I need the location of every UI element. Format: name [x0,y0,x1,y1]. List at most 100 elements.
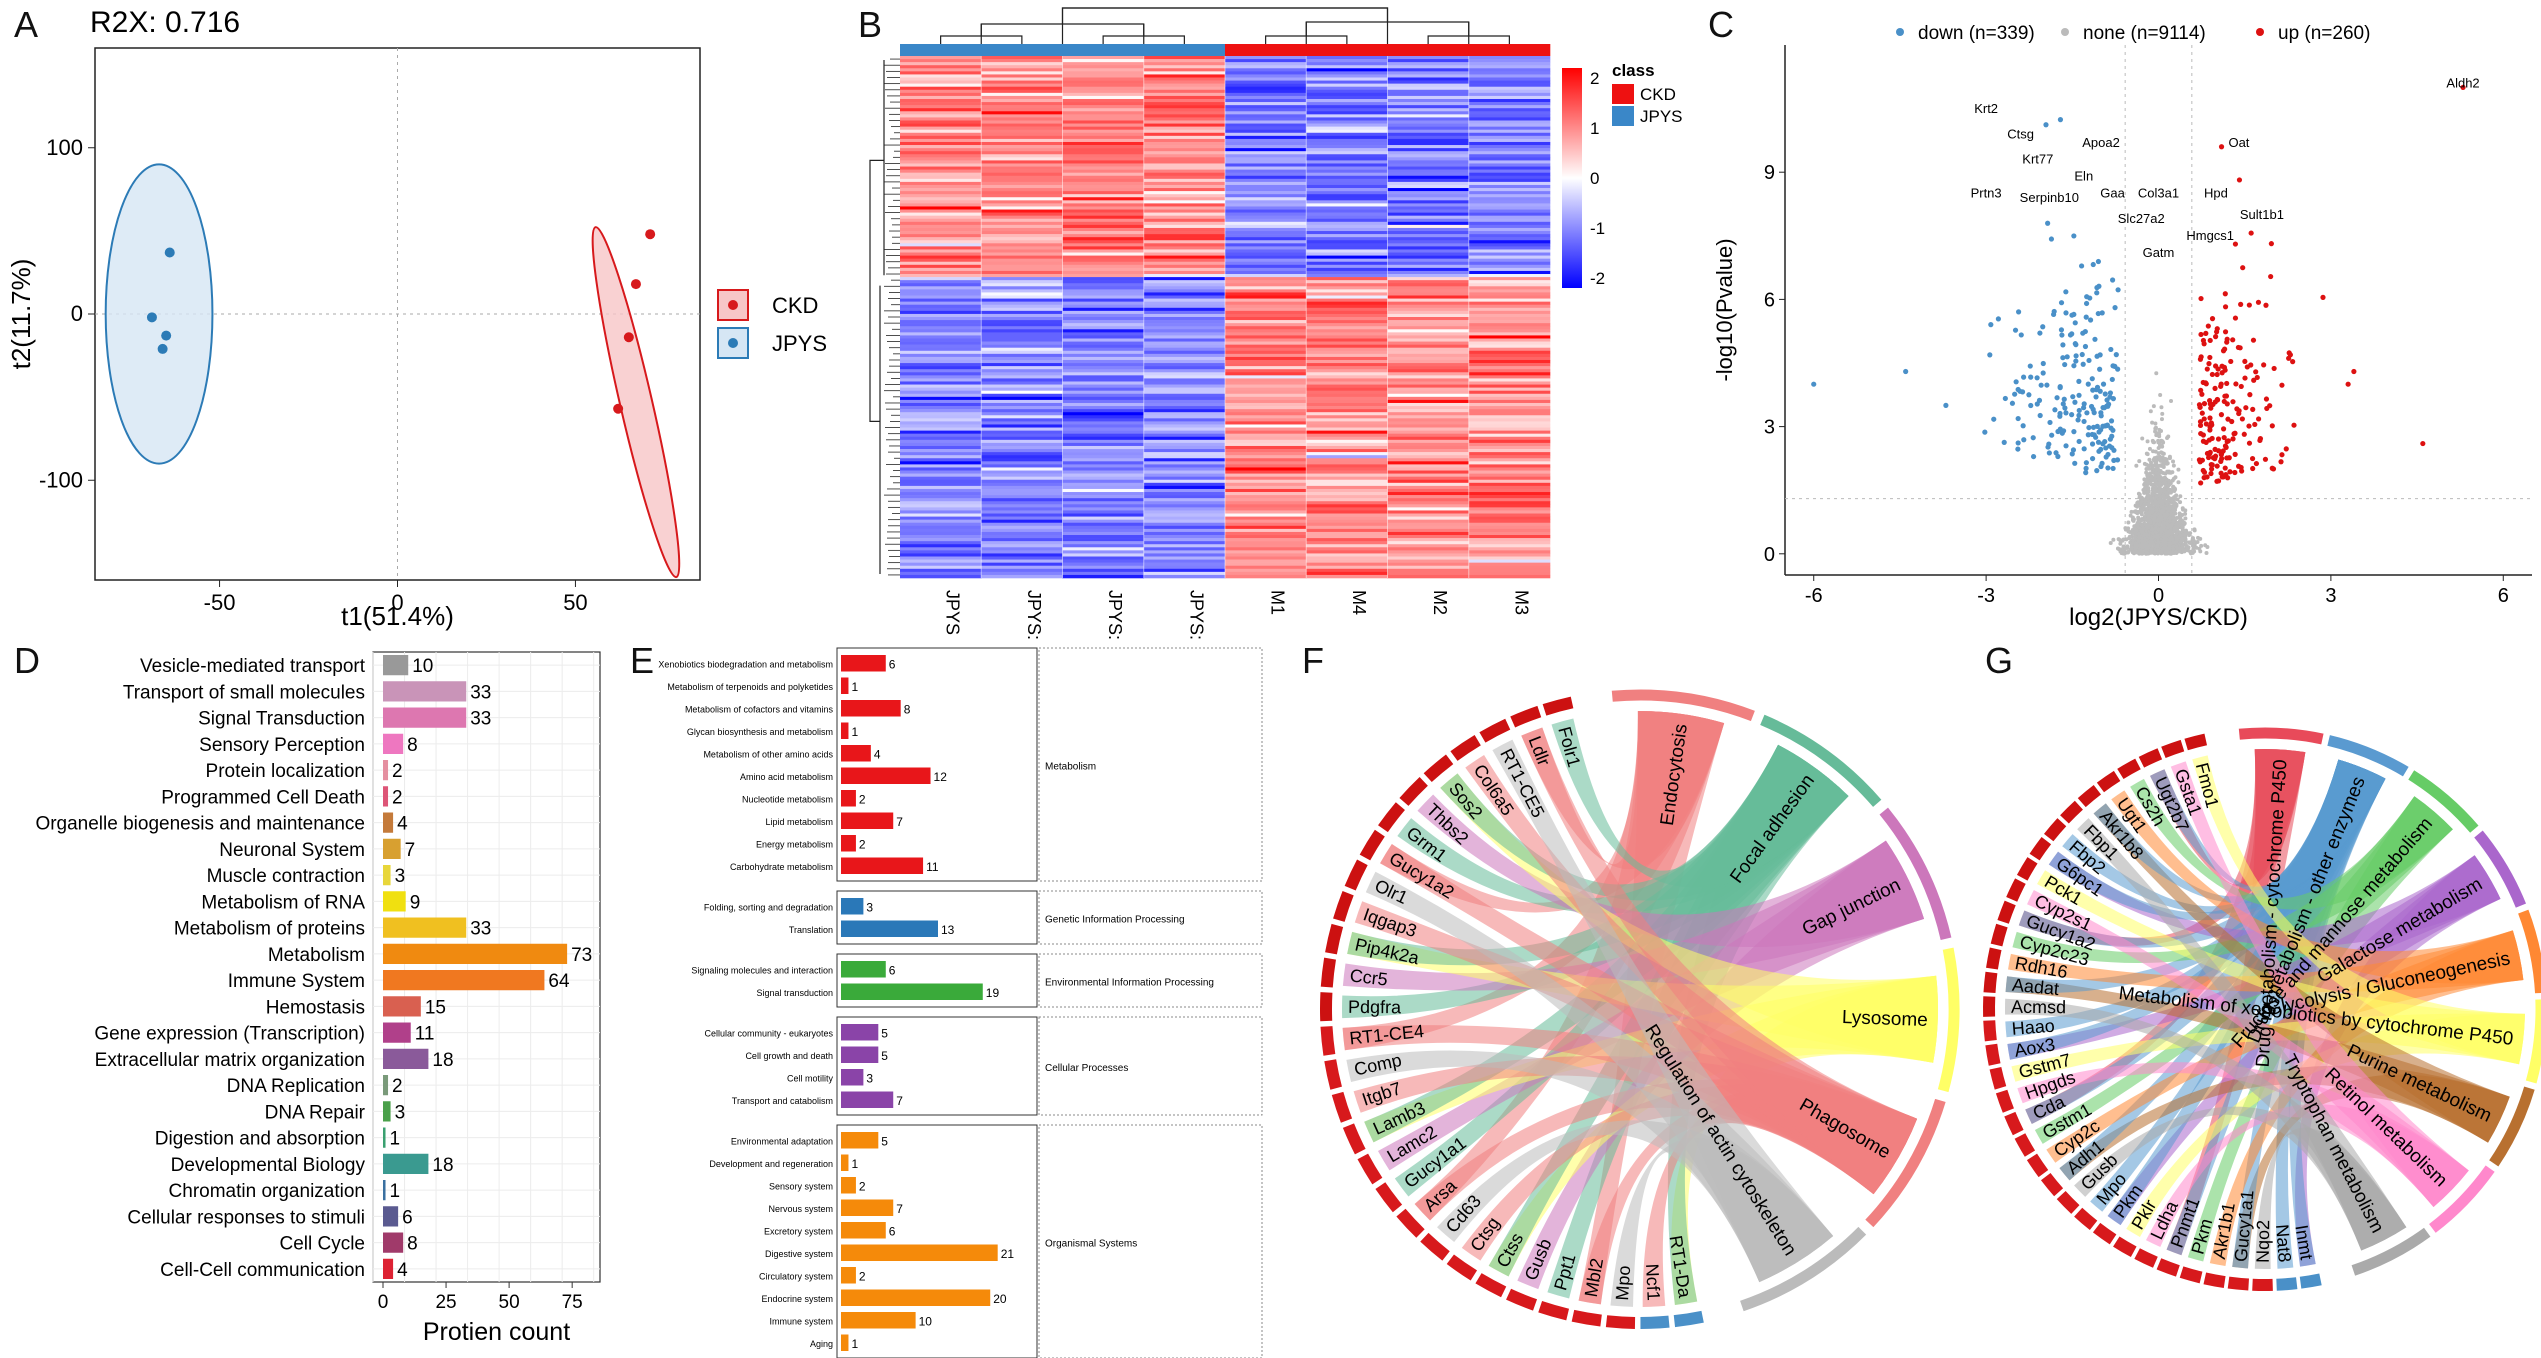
F-gene-arc [1396,1208,1425,1238]
bar-e-bar [841,920,938,937]
heatmap-cell [900,393,982,398]
volcano-point-down [2081,446,2087,452]
volcano-point-none [2170,470,2175,475]
heatmap-cell [1306,132,1388,137]
heatmap-cell [1387,105,1470,109]
heatmap-cell [900,378,982,382]
heatmap-cell [1387,482,1470,487]
volcano-point-down [2076,438,2082,445]
bar-e-value: 10 [919,1314,933,1328]
heatmap-cell [1143,562,1226,567]
pca-legend-key [717,289,749,321]
heatmap-cell [900,409,982,413]
heatmap-cell [1062,427,1145,431]
heatmap-class-bar [1468,44,1551,56]
volcano-point-none [2131,538,2136,543]
heatmap-cell [1225,120,1307,124]
heatmap-cell [1062,538,1145,542]
heatmap-cell [900,188,982,192]
heatmap-cell [1387,129,1470,134]
heatmap-cell [1143,516,1226,520]
heatmap-cell [1306,353,1388,358]
pca-ellipse-ckd [591,226,681,579]
G-ribbon [2150,749,2306,887]
heatmap-cell [981,455,1063,459]
heatmap-cell [1306,320,1388,324]
heatmap-cell [1468,378,1551,382]
heatmap-cell [1387,175,1470,180]
heatmap-cell [1306,313,1388,318]
heatmap-cell [981,424,1063,428]
heatmap-cell [1062,492,1145,496]
heatmap-cell [1468,562,1551,567]
heatmap-cell [1225,436,1307,441]
heatmap-cell [981,289,1063,293]
volcano-point-up [2233,381,2239,387]
heatmap-cell [981,264,1063,269]
volcano-point-none [2159,510,2164,515]
heatmap-cell [1387,350,1470,355]
G-gene-arc [1989,1066,2007,1090]
heatmap-cell [1143,485,1226,490]
panel-label-a: A [14,4,39,45]
heatmap-cell [900,332,982,336]
volcano-point-up [2222,465,2228,471]
heatmap-cell [1468,449,1551,453]
volcano-point-down [2030,435,2036,441]
heatmap-cell [1225,458,1307,462]
heatmap-cell [1387,378,1470,382]
heatmap-cell [1062,200,1145,204]
heatmap-cell [900,301,982,306]
heatmap-cell [1306,449,1388,453]
heatmap-cell [1143,461,1226,465]
heatmap-cell [900,224,982,229]
heatmap-cell [981,163,1063,167]
volcano-point-down [2058,300,2065,306]
volcano-point-up [2207,354,2213,361]
volcano-point-up [2229,418,2235,425]
heatmap-cell [1225,92,1307,97]
heatmap-cell [900,283,982,287]
volcano-gene-label: Gaa [2100,186,2125,201]
heatmap-cell [1143,317,1226,321]
heatmap-cell [1143,114,1226,118]
heatmap-cell [1143,409,1226,413]
volcano-point-none [2165,435,2170,440]
heatmap-cell [1468,479,1551,484]
volcano-point-down [2081,401,2087,407]
volcano-point-none [2153,502,2158,507]
bar-e-group-frame [836,890,1038,945]
heatmap-cell [1468,154,1551,158]
volcano-point-down [2012,391,2018,397]
heatmap-cell [1143,430,1226,434]
heatmap-cell [1225,495,1307,499]
heatmap-cell [1468,117,1551,121]
heatmap-cell [981,347,1063,352]
volcano-point-none [2138,508,2143,513]
heatmap-cell [1062,80,1145,84]
heatmap-cell [1468,470,1551,474]
heatmap-cell [1225,559,1307,563]
heatmap-cell [1143,396,1226,401]
heatmap-cell [1306,255,1388,259]
heatmap-cell [1225,224,1307,229]
heatmap-cell [1387,452,1470,456]
heatmap-cell [900,375,982,379]
G-gene-arc [1983,996,1996,1017]
heatmap-cell [1387,329,1470,333]
volcano-point-none [2126,520,2131,525]
heatmap-cell [1225,77,1307,81]
volcano-point-up [2257,437,2263,444]
volcano-point-none [2143,490,2148,495]
heatmap-cell [1387,445,1470,450]
heatmap-cell [1387,458,1470,462]
heatmap-cell [1062,138,1145,143]
volcano-gene-label: Hmgcs1 [2186,228,2234,243]
heatmap-cell [1387,215,1470,220]
G-ribbon [2170,761,2469,1207]
heatmap-cell [1143,117,1226,121]
bar-e-category: Cellular community - eukaryotes [704,1028,833,1038]
bar-e-bar [841,857,924,874]
volcano-ytick-label: 9 [1764,162,1775,184]
heatmap-cell [1306,436,1388,441]
